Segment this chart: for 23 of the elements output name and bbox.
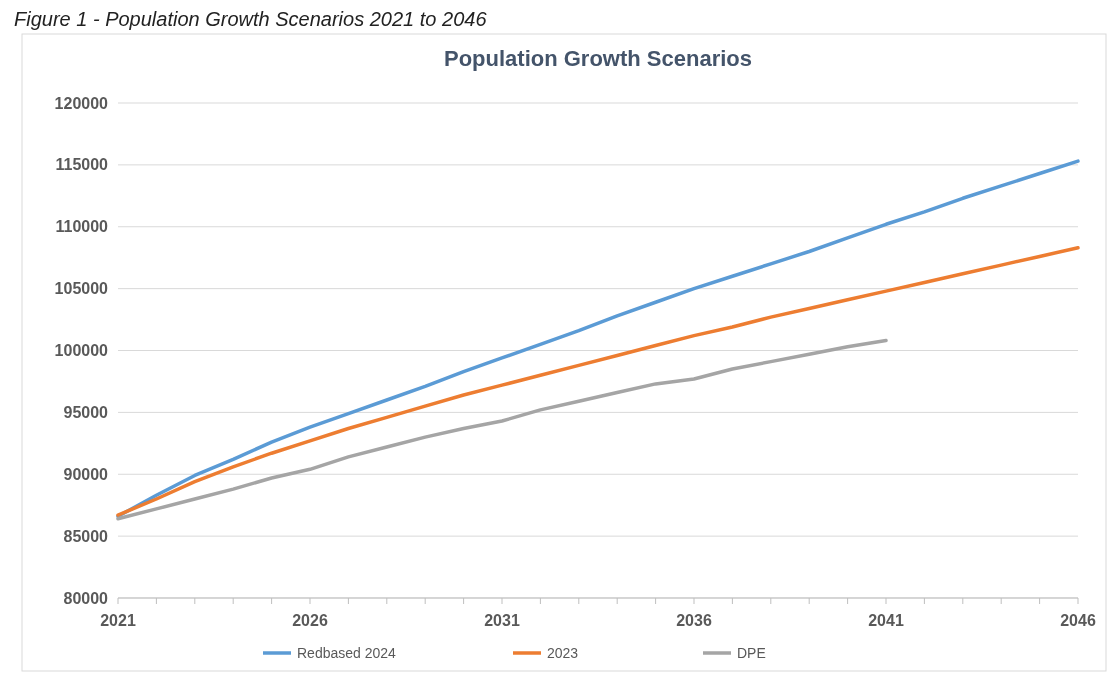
y-tick-label: 80000 [63, 589, 109, 607]
y-tick-label: 85000 [63, 527, 109, 545]
legend-label: 2023 [547, 644, 579, 661]
legend-label: Redbased 2024 [297, 644, 397, 661]
y-tick-label: 100000 [54, 342, 109, 360]
line-series [116, 338, 888, 521]
y-tick-label: 120000 [54, 94, 109, 112]
x-tick-label: 2026 [292, 612, 328, 629]
x-tick-label: 2031 [484, 612, 520, 629]
chart-title: Population Growth Scenarios [443, 46, 753, 71]
caption: Figure 1 - Population Growth Scenarios 2021 to 2046 [14, 8, 488, 30]
legend-label: DPE [737, 644, 766, 661]
x-tick-label: 2046 [1060, 612, 1096, 629]
line-series [116, 246, 1080, 517]
x-tick-label: 2036 [676, 612, 712, 629]
x-tick-label: 2021 [100, 612, 136, 629]
y-tick-label: 90000 [63, 465, 109, 483]
line-series [116, 159, 1080, 519]
y-tick-label: 110000 [55, 218, 109, 236]
y-tick-label: 115000 [55, 156, 109, 174]
x-tick-label: 2041 [868, 612, 904, 629]
y-tick-label: 105000 [54, 280, 109, 298]
y-tick-label: 95000 [63, 403, 109, 421]
